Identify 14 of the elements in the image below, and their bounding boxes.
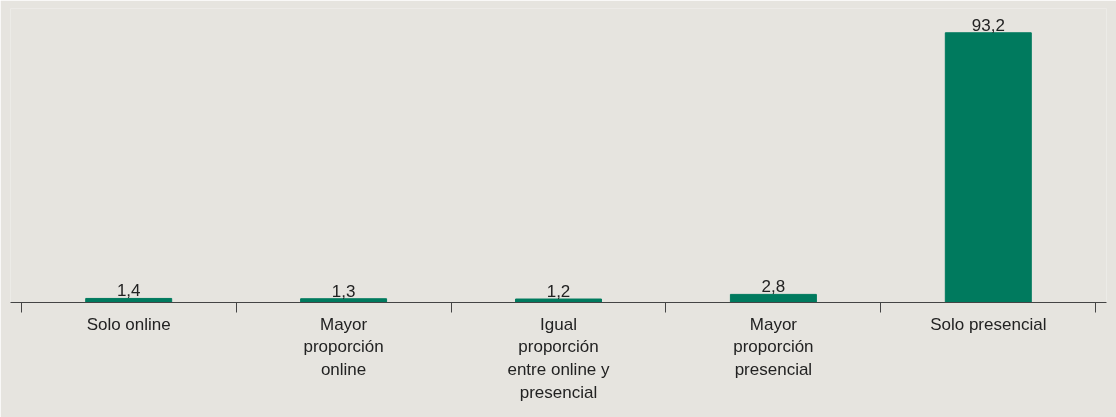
data-label: 2,8 bbox=[761, 277, 786, 297]
x-tick-label: Mayor proporción presencial bbox=[733, 314, 814, 380]
bar bbox=[515, 298, 602, 303]
data-label: 93,2 bbox=[971, 15, 1005, 35]
x-tick-label: Solo presencial bbox=[930, 314, 1047, 334]
x-tick-label: Mayor proporción online bbox=[303, 314, 384, 380]
data-label: 1,4 bbox=[116, 281, 141, 301]
x-tick-label: Solo online bbox=[86, 314, 171, 334]
bar bbox=[300, 298, 388, 303]
x-tick-label: Igual proporción entre online y presencial bbox=[507, 314, 611, 402]
bar bbox=[729, 293, 817, 303]
data-label: 1,2 bbox=[546, 282, 571, 302]
bar bbox=[944, 32, 1032, 303]
data-label: 1,3 bbox=[331, 281, 356, 301]
